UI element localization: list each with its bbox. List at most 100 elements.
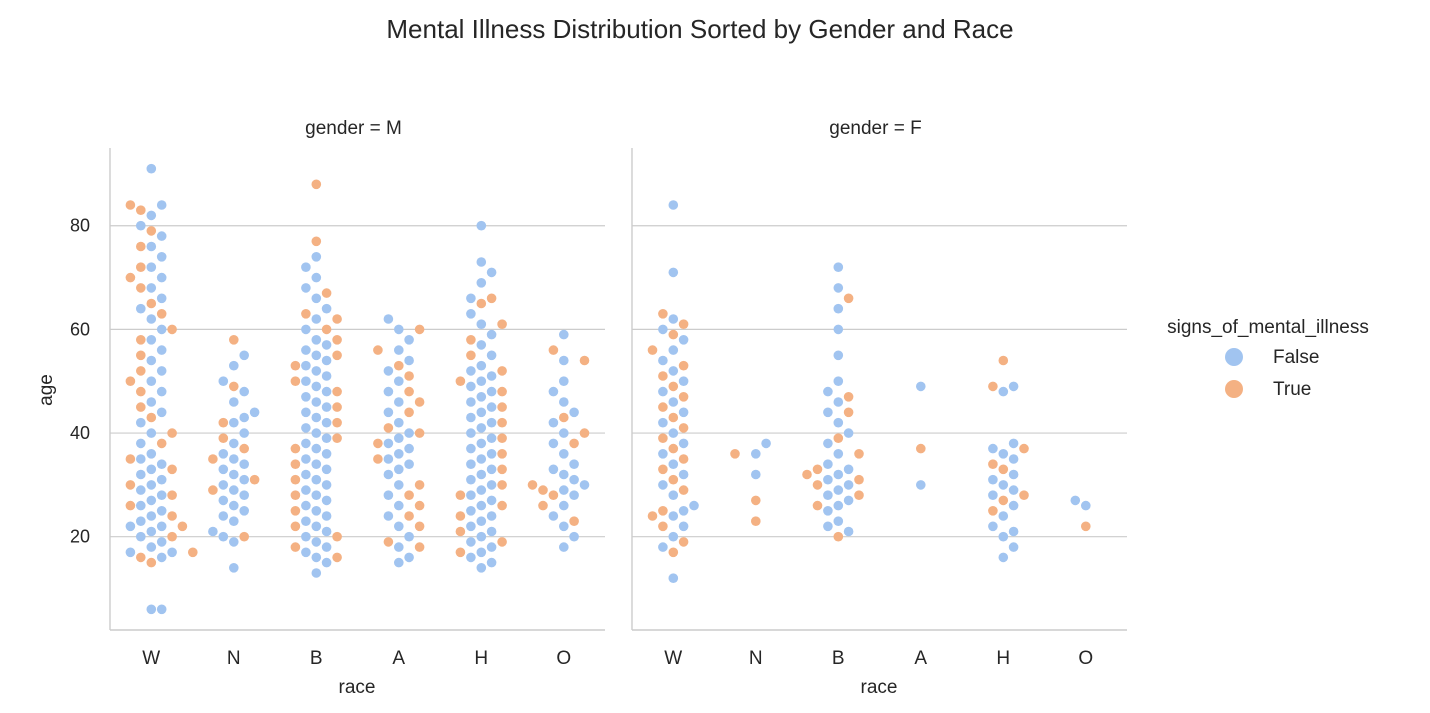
point-w-true: [167, 531, 177, 542]
point-b-true: [332, 314, 342, 324]
point-o-true: [1081, 521, 1091, 532]
point-w-true: [146, 298, 157, 309]
point-h-true: [486, 293, 497, 304]
point-b-false: [321, 449, 332, 459]
point-o-false: [559, 329, 569, 340]
point-n-false: [229, 397, 239, 407]
point-n-true: [218, 417, 229, 428]
point-a-true: [373, 454, 383, 464]
point-a-false: [383, 407, 394, 418]
point-n-false: [239, 386, 249, 397]
point-a-false: [394, 464, 404, 475]
point-b-true: [290, 490, 301, 501]
point-b-false: [321, 303, 332, 314]
point-o-false: [1070, 495, 1081, 506]
point-b-false: [321, 340, 332, 350]
point-h-false: [466, 459, 476, 470]
point-h-false: [486, 433, 497, 444]
point-w-true: [125, 500, 136, 511]
point-w-false: [136, 220, 146, 231]
point-b-false: [311, 428, 322, 438]
point-a-true: [414, 542, 425, 552]
point-n-false: [229, 563, 239, 573]
point-o-false: [569, 407, 579, 418]
point-b-false: [301, 500, 311, 511]
point-b-false: [833, 350, 844, 361]
point-w-false: [156, 366, 167, 376]
point-h-false: [486, 511, 497, 521]
point-b-true: [843, 293, 854, 304]
point-n-true: [730, 449, 740, 459]
point-w-true: [136, 241, 146, 252]
panel-title: gender = F: [829, 118, 921, 139]
y-axis-label: age: [36, 374, 57, 406]
point-w-false: [156, 324, 167, 335]
point-h-false: [476, 454, 487, 464]
point-b-false: [311, 537, 322, 547]
point-w-true: [668, 412, 679, 423]
point-b-true: [332, 552, 342, 563]
point-b-false: [311, 366, 322, 376]
point-n-true: [249, 474, 260, 485]
point-w-true: [658, 371, 668, 381]
point-n-false: [229, 537, 239, 547]
point-n-false: [751, 469, 761, 480]
point-n-false: [239, 350, 249, 361]
point-w-false: [156, 537, 167, 547]
point-w-false: [668, 397, 679, 407]
point-o-true: [569, 438, 579, 449]
point-h-true: [497, 500, 507, 511]
point-w-true: [136, 402, 146, 412]
point-w-false: [146, 604, 157, 615]
point-b-false: [321, 557, 332, 568]
point-h-true: [1019, 443, 1029, 454]
point-o-false: [559, 485, 569, 495]
point-h-false: [998, 386, 1009, 397]
point-h-false: [998, 480, 1009, 490]
point-b-true: [332, 402, 342, 412]
point-h-false: [476, 340, 487, 350]
point-w-true: [167, 324, 177, 335]
point-w-false: [156, 407, 167, 418]
point-w-false: [146, 314, 157, 324]
point-h-true: [497, 386, 507, 397]
point-w-true: [678, 485, 689, 495]
point-o-false: [559, 542, 569, 552]
point-h-false: [1008, 485, 1019, 495]
point-w-true: [167, 428, 177, 438]
point-a-false: [383, 490, 394, 501]
point-w-true: [146, 557, 157, 568]
point-b-true: [301, 309, 311, 319]
point-n-false: [208, 526, 218, 537]
point-b-true: [843, 407, 854, 418]
point-b-true: [332, 386, 342, 397]
point-h-false: [486, 464, 497, 475]
point-b-false: [843, 526, 854, 537]
point-w-false: [658, 386, 668, 397]
point-a-false: [404, 459, 414, 470]
point-b-false: [321, 433, 332, 444]
point-w-true: [125, 454, 136, 464]
point-h-false: [466, 474, 476, 485]
point-h-true: [455, 547, 466, 558]
point-b-true: [854, 474, 864, 485]
point-w-false: [146, 376, 157, 387]
point-w-true: [658, 521, 668, 532]
point-a-false: [404, 552, 414, 563]
point-w-true: [167, 511, 177, 521]
point-b-false: [301, 438, 311, 449]
point-b-false: [311, 443, 322, 454]
point-h-false: [486, 557, 497, 568]
point-a-false: [394, 397, 404, 407]
point-b-false: [321, 355, 332, 366]
point-n-false: [218, 511, 229, 521]
point-w-true: [678, 319, 689, 330]
point-w-true: [678, 423, 689, 433]
point-b-false: [321, 542, 332, 552]
point-h-false: [466, 506, 476, 516]
point-h-false: [466, 366, 476, 376]
point-w-false: [136, 469, 146, 480]
point-a-false: [383, 438, 394, 449]
point-b-false: [301, 469, 311, 480]
